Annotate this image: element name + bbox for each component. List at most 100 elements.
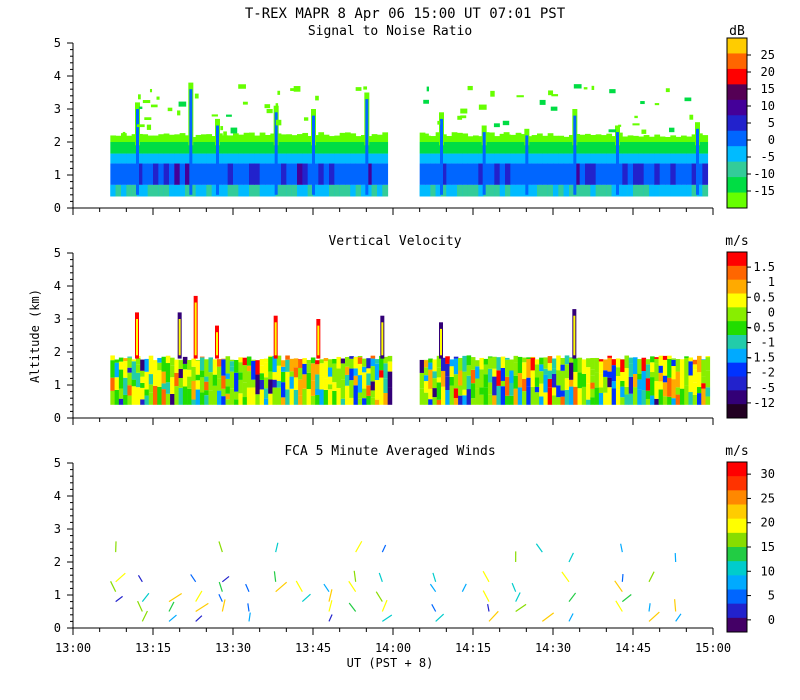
y-tick-label: 2 bbox=[54, 135, 61, 149]
snr-cell bbox=[558, 142, 565, 154]
snr-speckle bbox=[275, 119, 282, 126]
snr-cell bbox=[158, 184, 165, 197]
vv-cell bbox=[144, 358, 150, 372]
vv-cell bbox=[310, 357, 316, 364]
vv-cell bbox=[114, 389, 120, 405]
snr-cell bbox=[606, 142, 613, 154]
vv-cell bbox=[569, 357, 574, 363]
snr-cell bbox=[467, 184, 474, 197]
vv-cell bbox=[432, 397, 438, 405]
vv-cell bbox=[157, 370, 162, 387]
vv-cell bbox=[263, 362, 269, 378]
vv-cell bbox=[496, 357, 502, 371]
vv-cell bbox=[551, 387, 557, 396]
vv-cell bbox=[492, 356, 497, 369]
vv-cell bbox=[662, 382, 668, 397]
vv-cell bbox=[684, 357, 689, 371]
vv-cell bbox=[242, 397, 248, 405]
vv-cell bbox=[370, 381, 376, 391]
vv-cell bbox=[370, 397, 376, 405]
snr-speckle bbox=[426, 86, 430, 92]
vv-cell bbox=[366, 368, 371, 374]
vv-cell bbox=[487, 394, 493, 405]
vv-cell bbox=[445, 376, 450, 391]
vv-cell bbox=[522, 362, 527, 380]
snr-cell bbox=[350, 153, 357, 164]
snr-cell bbox=[110, 135, 117, 142]
vv-cell bbox=[526, 359, 531, 378]
snr-speckle bbox=[608, 129, 617, 133]
vv-cell bbox=[379, 395, 384, 405]
vv-cell bbox=[251, 379, 256, 388]
vv-cell bbox=[383, 356, 388, 364]
snr-cell bbox=[473, 153, 479, 164]
snr-cell bbox=[627, 142, 634, 154]
snr-cell bbox=[355, 136, 362, 142]
wind-barb bbox=[275, 542, 279, 553]
vv-cell bbox=[238, 362, 243, 373]
snr-cell bbox=[585, 184, 591, 197]
snr-cell bbox=[147, 163, 154, 185]
snr-cell bbox=[275, 163, 282, 185]
snr-cell bbox=[435, 153, 442, 164]
snr-cell bbox=[270, 142, 277, 154]
snr-cell bbox=[441, 163, 447, 185]
vv-cell bbox=[662, 359, 668, 376]
vv-cell bbox=[607, 371, 612, 378]
snr-cell bbox=[179, 184, 186, 197]
snr-cell bbox=[686, 153, 693, 164]
snr-cell bbox=[233, 184, 239, 197]
vv-cell bbox=[340, 358, 346, 364]
vv-colorbar: 1.510.50-0.5 -1-1.5-2-5-12 bbox=[726, 251, 775, 419]
vv-cell bbox=[607, 355, 612, 358]
snr-cell bbox=[361, 135, 367, 142]
wind-barb bbox=[218, 541, 223, 553]
snr-plume-core bbox=[216, 125, 219, 195]
vv-cell bbox=[362, 388, 367, 399]
vv-cell bbox=[336, 387, 342, 405]
vv-cell bbox=[302, 358, 307, 364]
vv-cell bbox=[246, 371, 252, 388]
wind-barb bbox=[221, 599, 226, 612]
snr-cell bbox=[649, 184, 655, 197]
vv-cell bbox=[187, 382, 192, 389]
vv-cell bbox=[581, 373, 587, 387]
vv-cell bbox=[127, 372, 132, 386]
vv-cell bbox=[221, 388, 226, 397]
snr-cell bbox=[505, 163, 511, 185]
snr-cell bbox=[686, 163, 693, 185]
vv-cell bbox=[182, 363, 188, 370]
snr-cell bbox=[569, 134, 575, 142]
snr-cell bbox=[254, 184, 261, 197]
snr-cell bbox=[563, 184, 570, 197]
wind-barb bbox=[568, 592, 577, 602]
vv-cell bbox=[462, 371, 467, 390]
wind-barb bbox=[323, 583, 330, 593]
vv-cell bbox=[658, 381, 664, 390]
vv-cell bbox=[598, 359, 604, 362]
snr-cell bbox=[291, 142, 298, 154]
vv-cell bbox=[701, 383, 706, 389]
vv-cell bbox=[475, 378, 480, 389]
snr-cell bbox=[611, 136, 618, 142]
snr-cell bbox=[174, 163, 181, 185]
wind-barb bbox=[141, 610, 148, 622]
vv-cell bbox=[263, 398, 269, 405]
wind-barb bbox=[301, 593, 311, 603]
snr-cell bbox=[425, 163, 431, 185]
vv-cell bbox=[637, 373, 642, 380]
vv-cell bbox=[496, 385, 502, 405]
snr-cell bbox=[435, 163, 442, 185]
colorbar-swatch bbox=[727, 84, 747, 101]
snr-cell bbox=[281, 184, 287, 197]
snr-cell bbox=[163, 153, 170, 164]
vv-plume-core bbox=[178, 319, 181, 356]
snr-speckle bbox=[591, 85, 595, 90]
snr-cell bbox=[334, 135, 341, 142]
snr-cell bbox=[233, 133, 239, 142]
vv-plume-core bbox=[440, 328, 442, 356]
snr-cell bbox=[249, 132, 255, 142]
snr-cell bbox=[531, 135, 538, 142]
snr-cell bbox=[270, 133, 277, 142]
